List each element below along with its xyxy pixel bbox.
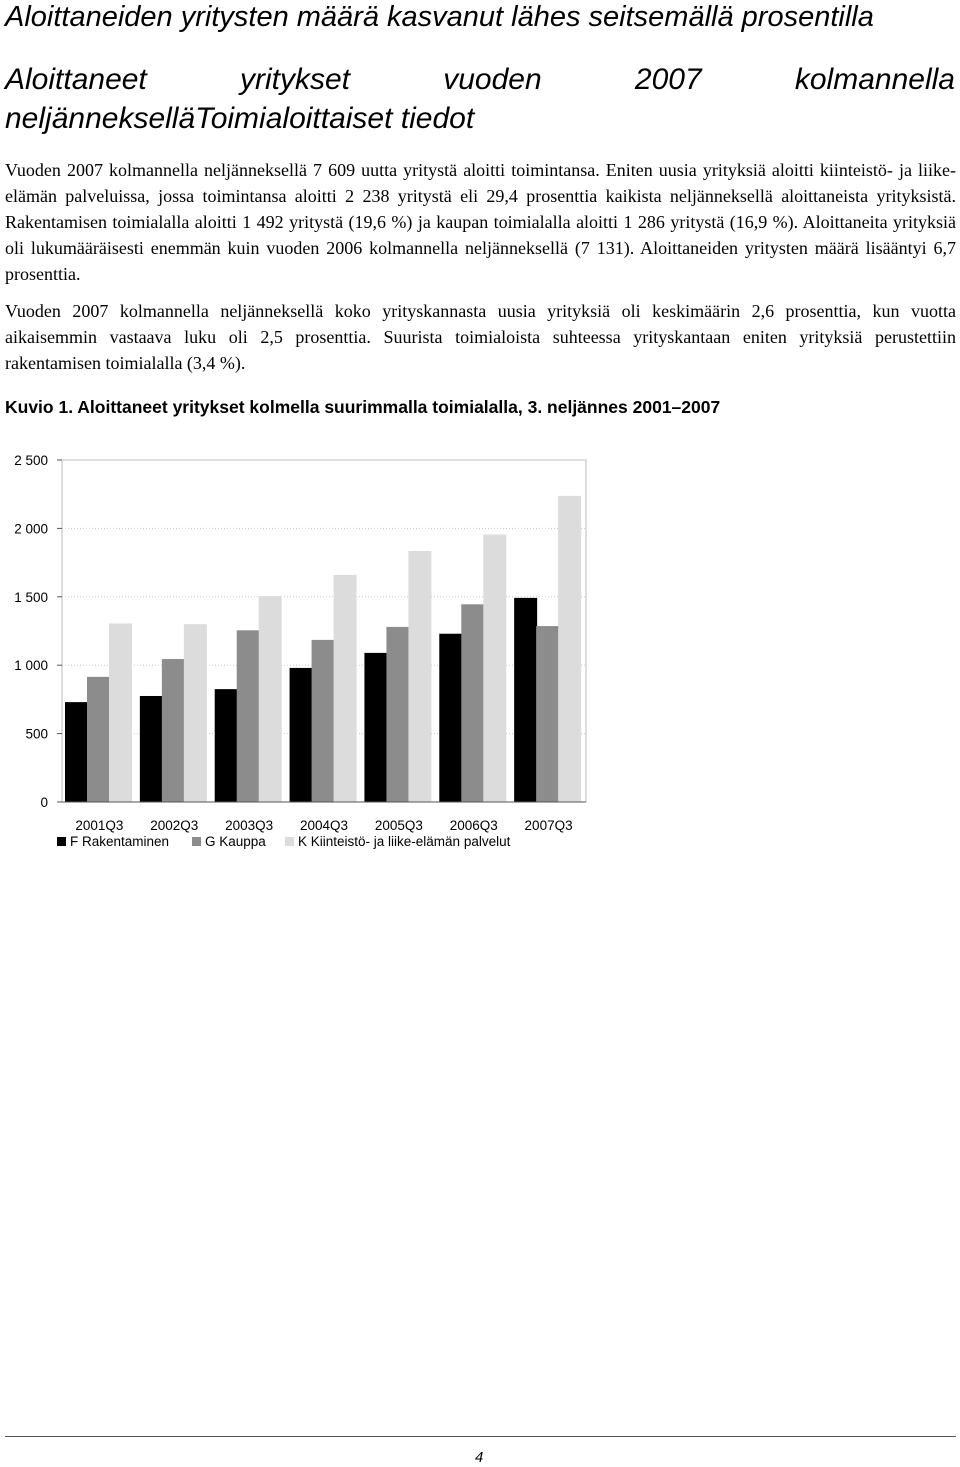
legend-label: K Kiinteistö- ja liike-elämän palvelut <box>298 834 511 849</box>
y-tick-label: 1 000 <box>14 658 48 673</box>
section-heading-word: yritykset <box>240 63 351 96</box>
bar <box>161 659 185 802</box>
section-heading-line2: neljännekselläToimialoittaiset tiedot <box>5 102 475 135</box>
bar <box>514 597 538 802</box>
bar <box>139 695 163 802</box>
legend-label: F Rakentaminen <box>70 834 169 849</box>
bar <box>183 624 207 802</box>
bar <box>311 639 335 802</box>
page-number: 4 <box>475 1449 484 1466</box>
x-tick-label: 2001Q3 <box>75 818 123 833</box>
bar <box>214 689 238 802</box>
section-heading-word: vuoden <box>443 63 542 96</box>
bar <box>536 626 560 802</box>
section-heading-line1: Aloittaneet yritykset vuoden 2007 kolman… <box>5 60 955 99</box>
page-heading: Aloittaneiden yritysten määrä kasvanut l… <box>5 1 874 33</box>
bar <box>87 676 110 802</box>
bar <box>483 534 507 802</box>
legend-swatch <box>192 837 201 846</box>
bar <box>236 630 260 802</box>
bar <box>386 626 410 802</box>
legend-swatch <box>57 837 66 846</box>
bar <box>65 702 88 802</box>
section-heading-word: kolmannella <box>794 63 955 96</box>
bar <box>558 495 582 802</box>
y-tick-label: 2 000 <box>14 521 48 536</box>
y-tick-label: 500 <box>25 727 48 742</box>
legend-swatch <box>285 837 294 846</box>
section-heading-word: Aloittaneet <box>5 63 147 96</box>
section-heading: Aloittaneet yritykset vuoden 2007 kolman… <box>5 60 955 138</box>
y-tick-label: 2 500 <box>14 453 48 468</box>
bar <box>333 574 357 802</box>
bar <box>364 652 388 802</box>
footer-divider <box>5 1436 956 1437</box>
y-tick-label: 1 500 <box>14 590 48 605</box>
section-heading-word: 2007 <box>634 63 702 96</box>
bar-chart: 0 500 1 000 1 500 2 000 2 500 2001Q3 2002Q3 2003… <box>14 453 587 849</box>
x-tick-label: 2002Q3 <box>150 818 198 833</box>
bar <box>109 623 132 802</box>
y-tick-label: 0 <box>40 795 48 810</box>
body-paragraph-2: Vuoden 2007 kolmannella neljänneksellä k… <box>5 301 956 373</box>
bar <box>461 604 485 802</box>
x-tick-label: 2003Q3 <box>225 818 273 833</box>
bar <box>439 633 463 802</box>
body-paragraph-1: Vuoden 2007 kolmannella neljänneksellä 7… <box>5 160 956 284</box>
figure-caption: Kuvio 1. Aloittaneet yritykset kolmella … <box>5 397 721 417</box>
bar <box>258 596 282 802</box>
legend-label: G Kauppa <box>205 834 266 849</box>
x-tick-label: 2004Q3 <box>300 818 348 833</box>
x-tick-label: 2007Q3 <box>525 818 573 833</box>
x-tick-label: 2006Q3 <box>450 818 498 833</box>
bar <box>289 667 313 802</box>
bar <box>408 550 432 802</box>
x-tick-label: 2005Q3 <box>375 818 423 833</box>
